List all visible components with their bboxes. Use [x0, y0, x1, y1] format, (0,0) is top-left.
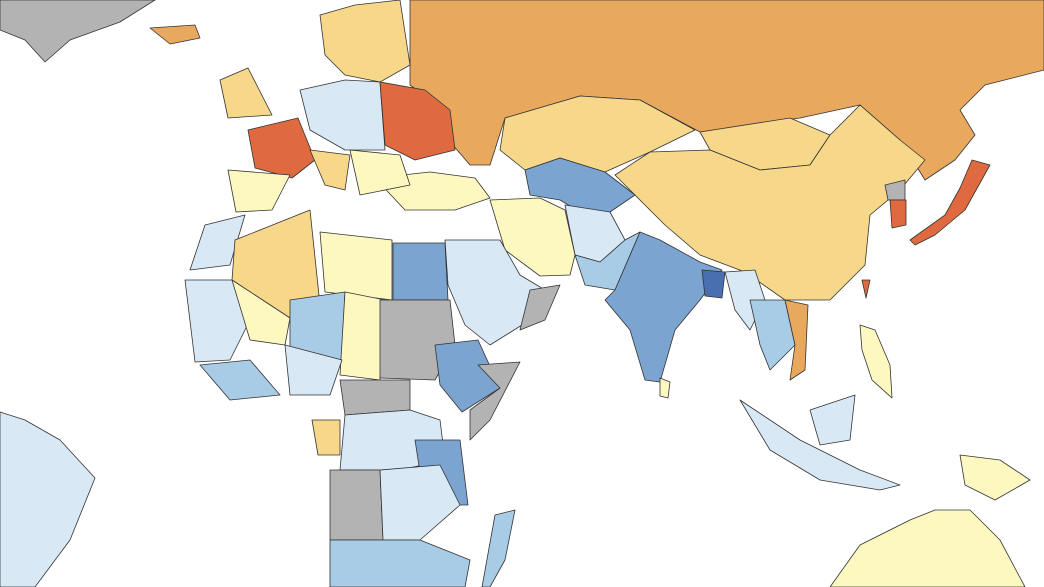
country — [199, 359, 281, 401]
country — [311, 419, 341, 456]
country — [434, 339, 501, 413]
country — [889, 199, 907, 229]
country — [739, 399, 901, 491]
country — [809, 394, 856, 446]
country — [227, 169, 291, 213]
country — [0, 411, 96, 587]
country — [861, 279, 871, 299]
country — [784, 299, 809, 381]
country — [701, 269, 726, 299]
country — [319, 0, 411, 83]
country — [909, 159, 991, 246]
country — [309, 149, 351, 191]
country — [149, 24, 201, 45]
country — [614, 104, 926, 301]
country — [329, 539, 471, 587]
country — [489, 197, 576, 277]
country — [392, 242, 449, 301]
country — [329, 469, 384, 541]
country — [349, 149, 411, 196]
country — [481, 509, 516, 587]
country — [659, 377, 671, 399]
country — [339, 291, 386, 381]
country — [247, 117, 316, 179]
country — [284, 344, 343, 396]
country — [604, 231, 723, 383]
country — [959, 454, 1031, 501]
country — [859, 324, 893, 399]
country — [0, 0, 156, 63]
country — [829, 509, 1026, 587]
country — [184, 279, 251, 363]
country — [189, 214, 246, 271]
country — [299, 79, 386, 151]
country — [499, 95, 696, 173]
country — [379, 464, 461, 541]
country — [339, 379, 411, 416]
country — [469, 361, 521, 441]
country — [519, 284, 561, 331]
country — [219, 67, 273, 119]
country — [319, 231, 393, 301]
country — [749, 299, 796, 371]
country — [379, 81, 456, 161]
